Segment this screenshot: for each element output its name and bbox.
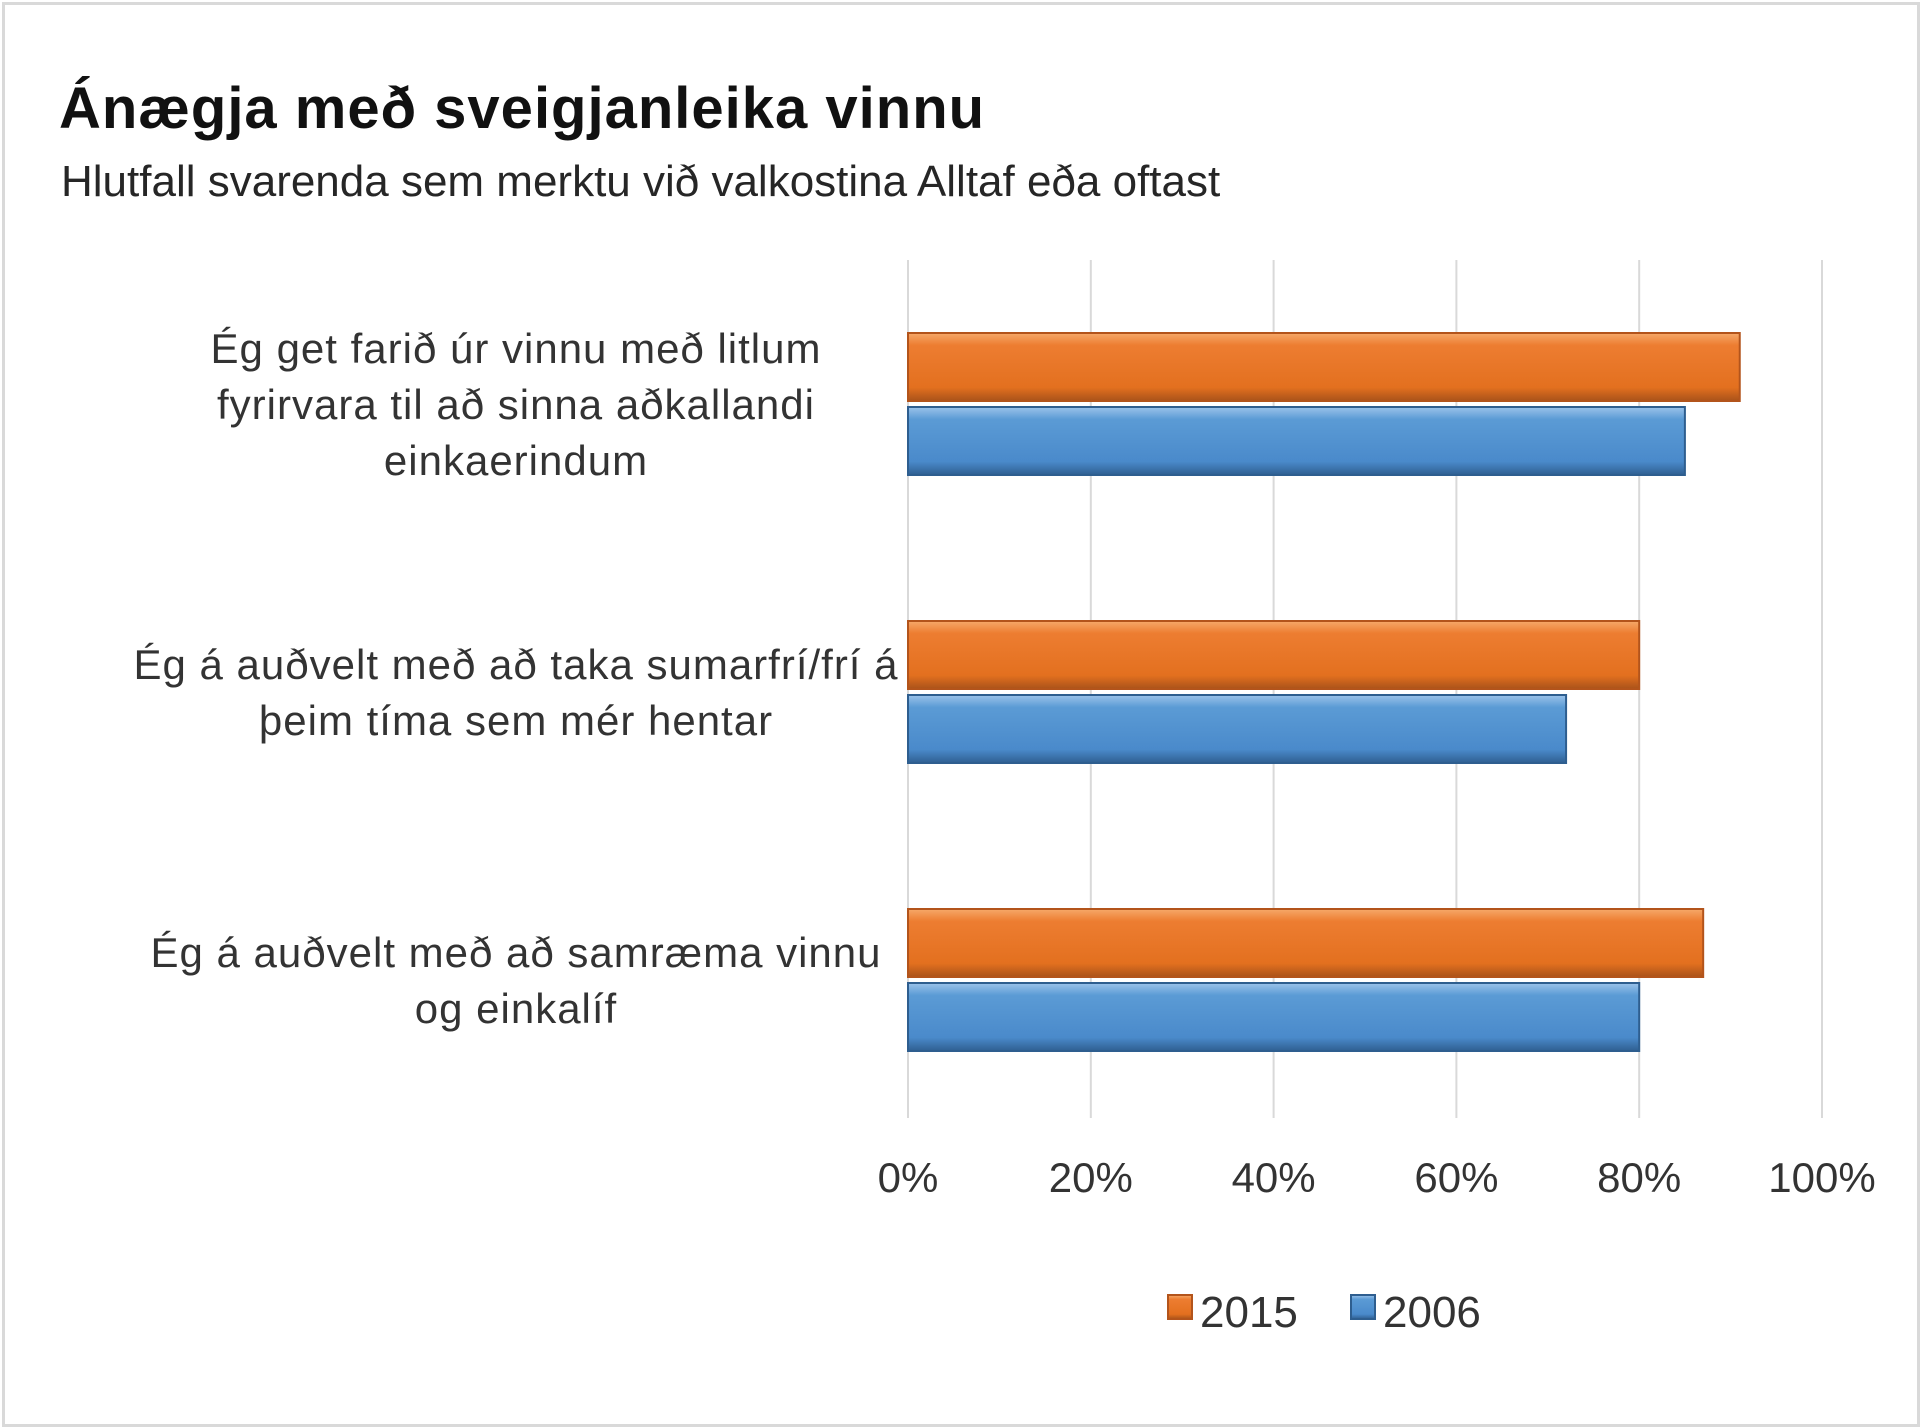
legend: 2015 2006 <box>1167 1288 1481 1337</box>
bar-2015-cat-3 <box>907 908 1705 978</box>
legend-label-2015: 2015 <box>1200 1288 1298 1337</box>
x-tick-label: 40% <box>1232 1154 1316 1201</box>
bar-2006-cat-2 <box>907 694 1568 764</box>
x-tick-label: 60% <box>1414 1154 1498 1201</box>
category-label: Ég á auðvelt með að taka sumarfrí/frí á <box>133 641 898 688</box>
bars <box>907 332 1741 1052</box>
x-tick-label: 20% <box>1049 1154 1133 1201</box>
legend-swatch-2015 <box>1167 1294 1193 1320</box>
category-label: fyrirvara til að sinna aðkallandi <box>217 381 815 428</box>
category-label: einkaerindum <box>384 437 648 484</box>
bar-2006-cat-3 <box>907 982 1641 1052</box>
x-axis-ticks: 0% 20% 40% 60% 80% 100% <box>878 1154 1876 1201</box>
category-label: og einkalíf <box>415 985 617 1032</box>
category-labels: Ég get farið úr vinnu með litlum fyrirvar… <box>133 325 898 1032</box>
legend-swatch-2006 <box>1350 1294 1376 1320</box>
x-tick-label: 100% <box>1768 1154 1875 1201</box>
category-label: Ég get farið úr vinnu með litlum <box>211 325 822 372</box>
category-label: Ég á auðvelt með að samræma vinnu <box>150 929 881 976</box>
legend-label-2006: 2006 <box>1383 1288 1481 1337</box>
x-tick-label: 80% <box>1597 1154 1681 1201</box>
chart-title: Ánægja með sveigjanleika vinnu <box>59 76 986 141</box>
bar-2015-cat-2 <box>907 620 1641 690</box>
bar-2015-cat-1 <box>907 332 1741 402</box>
x-tick-label: 0% <box>878 1154 939 1201</box>
chart-subtitle: Hlutfall svarenda sem merktu við valkost… <box>61 157 1221 206</box>
bar-2006-cat-1 <box>907 406 1686 476</box>
category-label: þeim tíma sem mér hentar <box>259 697 773 744</box>
